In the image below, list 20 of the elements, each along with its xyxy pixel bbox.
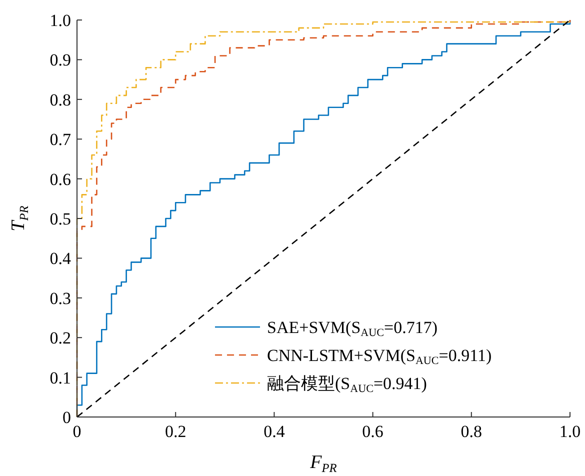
x-tick-label: 0.2 — [164, 422, 186, 441]
legend-label: SAE+SVM(S$_{AUC}$=0.717) — [267, 318, 438, 340]
y-tick-label: 0.6 — [50, 170, 71, 189]
y-tick-label: 0.7 — [50, 130, 72, 150]
y-tick-label: 0.8 — [50, 90, 71, 110]
y-tick-label: 1.0 — [50, 11, 71, 30]
y-tick-label: 0.4 — [50, 249, 72, 268]
y-tick-label: 0.2 — [50, 328, 71, 348]
y-tick-label: 0 — [62, 408, 71, 427]
x-tick-label: 0.6 — [362, 422, 384, 441]
x-tick-label: 1.0 — [559, 422, 581, 441]
y-tick-label: 0.3 — [50, 288, 71, 308]
y-tick-label: 0.9 — [50, 50, 71, 70]
legend-label: CNN-LSTM+SVM(S$_{AUC}$=0.911) — [267, 346, 492, 368]
x-tick-label: 0.8 — [460, 422, 482, 441]
y-tick-label: 0.1 — [50, 368, 71, 388]
y-tick-label: 0.5 — [50, 210, 71, 228]
x-tick-label: 0.4 — [264, 422, 286, 441]
x-axis-title: F$_{PR}$ — [309, 452, 338, 475]
legend-label: 融合模型(S$_{AUC}$=0.941) — [267, 374, 427, 396]
